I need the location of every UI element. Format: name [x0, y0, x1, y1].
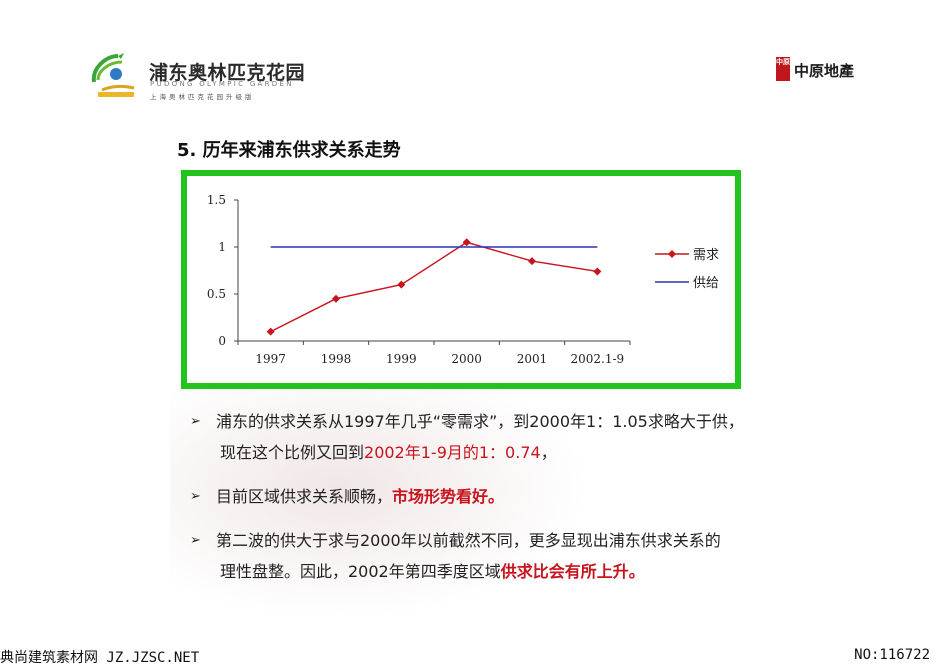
x-tick-label: 1998: [321, 352, 352, 366]
footer-watermark-left: 典尚建筑素材网 JZ.JZSC.NET: [0, 650, 200, 666]
legend-label: 供给: [693, 276, 719, 291]
x-tick-label: 1997: [255, 352, 286, 366]
bullet-text: 浦东的供求关系从1997年几乎“零需求”，到2000年1：1.05求略大于供，: [216, 412, 744, 431]
x-tick-label: 2001: [517, 352, 548, 366]
olympic-garden-logo-icon: [91, 53, 135, 97]
bullet-text-line2: 理性盘整。因此，2002年第四季度区域供求比会有所上升。: [216, 556, 830, 587]
data-point-需求: [266, 327, 275, 336]
highlight-text: 供求比会有所上升。: [500, 562, 645, 581]
data-point-需求: [593, 267, 602, 276]
logo-subtitle: 上海奥林匹克花园升级版: [150, 93, 255, 101]
data-point-需求: [528, 257, 536, 266]
bullet-text: 现在这个比例又回到: [220, 443, 365, 462]
bullet-list: ➢ 浦东的供求关系从1997年几乎“零需求”，到2000年1：1.05求略大于供…: [190, 406, 830, 600]
bullet-text: ，: [540, 443, 557, 462]
bullet-text: 第二波的供大于求与2000年以前截然不同，更多显现出浦东供求关系的: [216, 531, 721, 550]
x-tick-label: 2000: [451, 352, 482, 366]
x-tick-label: 2002.1-9: [570, 352, 624, 366]
arrow-bullet-icon: ➢: [190, 489, 201, 504]
series-line-需求: [270, 241, 598, 333]
y-tick-label: 1.5: [207, 193, 226, 207]
footer-watermark-right: NO:116722: [854, 647, 930, 663]
bullet-item: ➢ 第二波的供大于求与2000年以前截然不同，更多显现出浦东供求关系的 理性盘整…: [190, 525, 830, 587]
data-point-需求: [397, 280, 406, 289]
brand-name: 中原地產: [794, 62, 855, 80]
section-title: 5. 历年来浦东供求关系走势: [177, 140, 401, 161]
bullet-text: 目前区域供求关系顺畅，: [216, 487, 393, 506]
logo-english-name: PUDONG OLYMPIC GARDEN: [150, 80, 294, 88]
background-fade: [170, 380, 590, 620]
arrow-bullet-icon: ➢: [190, 414, 201, 429]
legend-marker-需求: [668, 250, 676, 258]
arrow-bullet-icon: ➢: [190, 533, 201, 548]
logo-chinese-name: 浦东奥林匹克花园: [149, 62, 306, 84]
bullet-item: ➢ 浦东的供求关系从1997年几乎“零需求”，到2000年1：1.05求略大于供…: [190, 406, 830, 468]
y-tick-label: 1: [218, 240, 226, 254]
bullet-item: ➢ 目前区域供求关系顺畅，市场形势看好。: [190, 481, 830, 512]
legend-label: 需求: [693, 248, 719, 263]
highlight-text: 市场形势看好。: [392, 487, 505, 506]
highlight-text: 2002年1-9月的1：0.74: [364, 443, 541, 462]
y-tick-label: 0: [218, 334, 226, 348]
data-point-需求: [332, 294, 340, 303]
brand-logo-icon: 中原: [776, 57, 790, 81]
data-point-需求: [462, 238, 471, 247]
bullet-text: 理性盘整。因此，2002年第四季度区域: [220, 562, 501, 581]
y-tick-label: 0.5: [207, 287, 226, 301]
bullet-text-line2: 现在这个比例又回到2002年1-9月的1：0.74，: [216, 437, 830, 468]
chart-frame: 0 0.5 1 1.5 1997 1998 1999 2000 2001 2002.1-9 需求供给: [181, 170, 741, 389]
x-tick-label: 1999: [386, 352, 417, 366]
